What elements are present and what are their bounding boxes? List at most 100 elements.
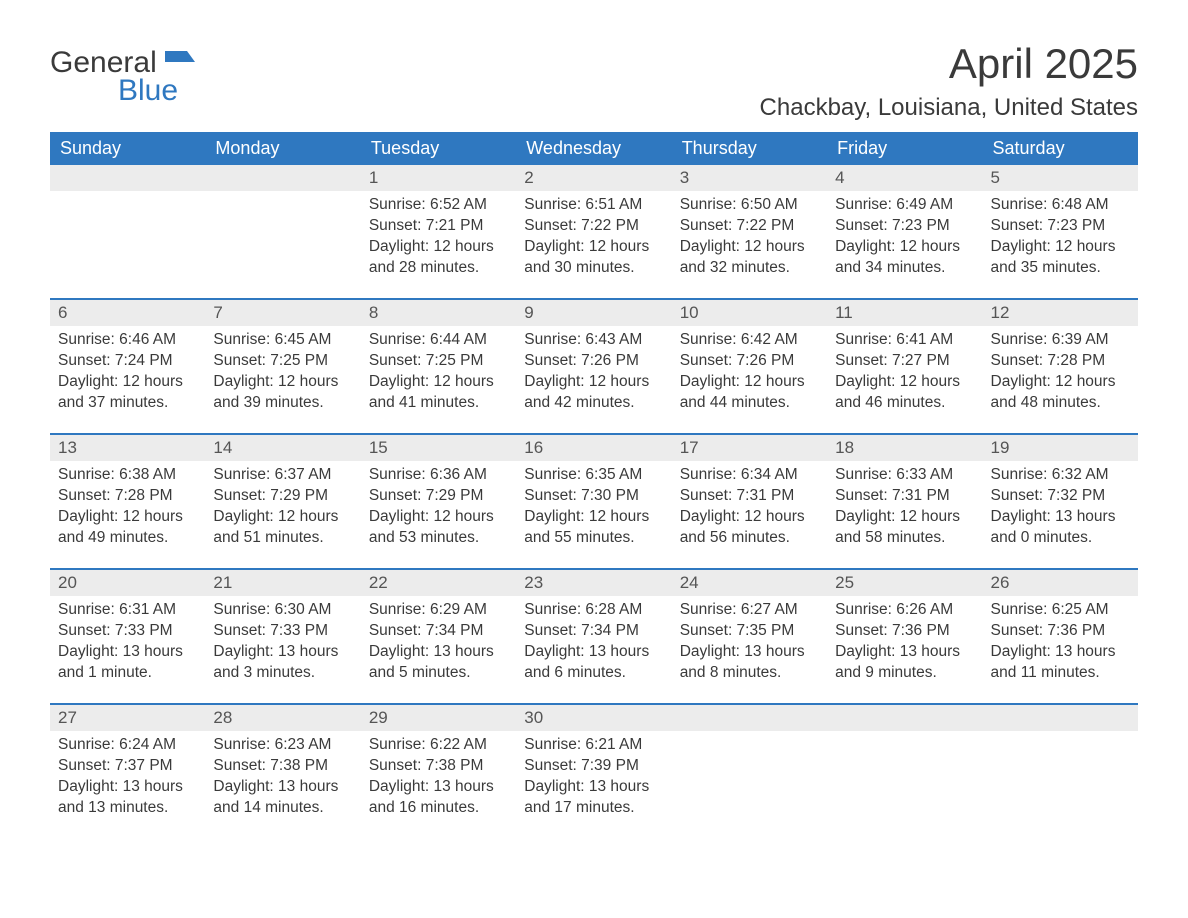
calendar-day-detail: Sunset: 7:28 PM	[58, 486, 197, 507]
weekday-header: Thursday	[672, 132, 827, 165]
calendar-day-detail: Sunrise: 6:46 AM	[58, 330, 197, 351]
calendar-day-detail: Daylight: 12 hours and 58 minutes.	[835, 507, 974, 549]
calendar-day-number: 24	[672, 569, 827, 596]
page-title: April 2025	[760, 40, 1138, 88]
calendar-day-cell: Sunrise: 6:45 AMSunset: 7:25 PMDaylight:…	[205, 326, 360, 434]
calendar-day-detail: Sunrise: 6:24 AM	[58, 735, 197, 756]
calendar-day-cell: Sunrise: 6:35 AMSunset: 7:30 PMDaylight:…	[516, 461, 671, 569]
calendar-day-detail: Daylight: 13 hours and 0 minutes.	[991, 507, 1130, 549]
calendar-day-detail: Sunset: 7:32 PM	[991, 486, 1130, 507]
calendar-day-detail: Sunset: 7:23 PM	[991, 216, 1130, 237]
calendar-day-detail: Daylight: 12 hours and 37 minutes.	[58, 372, 197, 414]
calendar-day-number: 27	[50, 704, 205, 731]
calendar-empty-cell	[50, 191, 205, 299]
calendar-day-cell: Sunrise: 6:43 AMSunset: 7:26 PMDaylight:…	[516, 326, 671, 434]
calendar-day-detail: Sunset: 7:39 PM	[524, 756, 663, 777]
calendar-day-number: 22	[361, 569, 516, 596]
weekday-header: Saturday	[983, 132, 1138, 165]
calendar-day-cell: Sunrise: 6:39 AMSunset: 7:28 PMDaylight:…	[983, 326, 1138, 434]
calendar-day-number: 21	[205, 569, 360, 596]
calendar-day-detail: Sunrise: 6:26 AM	[835, 600, 974, 621]
calendar-day-number: 3	[672, 165, 827, 191]
calendar-empty-cell	[672, 704, 827, 731]
calendar-day-detail: Daylight: 12 hours and 28 minutes.	[369, 237, 508, 279]
calendar-day-cell: Sunrise: 6:24 AMSunset: 7:37 PMDaylight:…	[50, 731, 205, 839]
calendar-day-number: 2	[516, 165, 671, 191]
weekday-header: Monday	[205, 132, 360, 165]
calendar-day-cell: Sunrise: 6:33 AMSunset: 7:31 PMDaylight:…	[827, 461, 982, 569]
calendar-day-number: 6	[50, 299, 205, 326]
calendar-day-cell: Sunrise: 6:29 AMSunset: 7:34 PMDaylight:…	[361, 596, 516, 704]
calendar-day-cell: Sunrise: 6:27 AMSunset: 7:35 PMDaylight:…	[672, 596, 827, 704]
title-block: April 2025 Chackbay, Louisiana, United S…	[760, 40, 1138, 132]
calendar-day-number: 18	[827, 434, 982, 461]
calendar-day-cell: Sunrise: 6:32 AMSunset: 7:32 PMDaylight:…	[983, 461, 1138, 569]
calendar-day-detail: Sunset: 7:35 PM	[680, 621, 819, 642]
calendar-day-number: 25	[827, 569, 982, 596]
calendar-day-detail: Sunset: 7:28 PM	[991, 351, 1130, 372]
calendar-day-detail: Daylight: 12 hours and 55 minutes.	[524, 507, 663, 549]
calendar-day-detail: Sunrise: 6:25 AM	[991, 600, 1130, 621]
calendar-day-detail: Sunrise: 6:34 AM	[680, 465, 819, 486]
weekday-header: Sunday	[50, 132, 205, 165]
calendar-day-cell: Sunrise: 6:31 AMSunset: 7:33 PMDaylight:…	[50, 596, 205, 704]
calendar-day-detail: Sunset: 7:36 PM	[991, 621, 1130, 642]
calendar-day-number: 12	[983, 299, 1138, 326]
calendar-day-detail: Sunrise: 6:36 AM	[369, 465, 508, 486]
calendar-day-detail: Daylight: 12 hours and 51 minutes.	[213, 507, 352, 549]
calendar-day-cell: Sunrise: 6:44 AMSunset: 7:25 PMDaylight:…	[361, 326, 516, 434]
calendar-day-cell: Sunrise: 6:37 AMSunset: 7:29 PMDaylight:…	[205, 461, 360, 569]
header: General Blue April 2025 Chackbay, Louisi…	[50, 40, 1138, 132]
calendar-day-detail: Sunrise: 6:35 AM	[524, 465, 663, 486]
calendar-day-detail: Sunrise: 6:41 AM	[835, 330, 974, 351]
calendar-day-detail: Sunset: 7:23 PM	[835, 216, 974, 237]
calendar-day-detail: Sunset: 7:36 PM	[835, 621, 974, 642]
calendar-day-detail: Sunrise: 6:21 AM	[524, 735, 663, 756]
weekday-header: Friday	[827, 132, 982, 165]
calendar-day-detail: Sunset: 7:21 PM	[369, 216, 508, 237]
calendar-day-detail: Sunset: 7:27 PM	[835, 351, 974, 372]
calendar-day-cell: Sunrise: 6:34 AMSunset: 7:31 PMDaylight:…	[672, 461, 827, 569]
calendar-day-cell: Sunrise: 6:30 AMSunset: 7:33 PMDaylight:…	[205, 596, 360, 704]
flag-icon	[165, 48, 195, 75]
calendar-table: SundayMondayTuesdayWednesdayThursdayFrid…	[50, 132, 1138, 839]
calendar-day-detail: Daylight: 13 hours and 6 minutes.	[524, 642, 663, 684]
calendar-day-number: 10	[672, 299, 827, 326]
calendar-day-detail: Daylight: 12 hours and 41 minutes.	[369, 372, 508, 414]
calendar-day-cell: Sunrise: 6:41 AMSunset: 7:27 PMDaylight:…	[827, 326, 982, 434]
calendar-day-cell: Sunrise: 6:46 AMSunset: 7:24 PMDaylight:…	[50, 326, 205, 434]
calendar-day-cell: Sunrise: 6:26 AMSunset: 7:36 PMDaylight:…	[827, 596, 982, 704]
calendar-day-detail: Sunset: 7:26 PM	[524, 351, 663, 372]
calendar-empty-cell	[827, 731, 982, 839]
calendar-day-detail: Sunset: 7:34 PM	[524, 621, 663, 642]
calendar-day-cell: Sunrise: 6:38 AMSunset: 7:28 PMDaylight:…	[50, 461, 205, 569]
calendar-day-detail: Sunset: 7:29 PM	[369, 486, 508, 507]
calendar-day-number: 15	[361, 434, 516, 461]
calendar-day-detail: Daylight: 13 hours and 11 minutes.	[991, 642, 1130, 684]
logo: General Blue	[50, 40, 195, 106]
calendar-empty-cell	[983, 731, 1138, 839]
calendar-day-number: 16	[516, 434, 671, 461]
calendar-day-detail: Daylight: 12 hours and 46 minutes.	[835, 372, 974, 414]
calendar-day-detail: Sunset: 7:22 PM	[524, 216, 663, 237]
calendar-day-detail: Sunrise: 6:50 AM	[680, 195, 819, 216]
calendar-day-detail: Sunrise: 6:42 AM	[680, 330, 819, 351]
calendar-day-detail: Sunrise: 6:23 AM	[213, 735, 352, 756]
calendar-day-detail: Daylight: 13 hours and 8 minutes.	[680, 642, 819, 684]
calendar-day-detail: Daylight: 12 hours and 32 minutes.	[680, 237, 819, 279]
calendar-day-cell: Sunrise: 6:48 AMSunset: 7:23 PMDaylight:…	[983, 191, 1138, 299]
calendar-day-number: 26	[983, 569, 1138, 596]
calendar-day-cell: Sunrise: 6:51 AMSunset: 7:22 PMDaylight:…	[516, 191, 671, 299]
calendar-day-cell: Sunrise: 6:22 AMSunset: 7:38 PMDaylight:…	[361, 731, 516, 839]
calendar-day-detail: Sunrise: 6:49 AM	[835, 195, 974, 216]
calendar-day-number: 8	[361, 299, 516, 326]
calendar-day-detail: Sunset: 7:31 PM	[680, 486, 819, 507]
calendar-header-row: SundayMondayTuesdayWednesdayThursdayFrid…	[50, 132, 1138, 165]
calendar-day-detail: Daylight: 12 hours and 42 minutes.	[524, 372, 663, 414]
calendar-day-detail: Sunrise: 6:33 AM	[835, 465, 974, 486]
calendar-day-cell: Sunrise: 6:49 AMSunset: 7:23 PMDaylight:…	[827, 191, 982, 299]
calendar-day-detail: Sunrise: 6:27 AM	[680, 600, 819, 621]
calendar-day-detail: Sunset: 7:29 PM	[213, 486, 352, 507]
calendar-day-cell: Sunrise: 6:25 AMSunset: 7:36 PMDaylight:…	[983, 596, 1138, 704]
calendar-day-detail: Daylight: 13 hours and 16 minutes.	[369, 777, 508, 819]
